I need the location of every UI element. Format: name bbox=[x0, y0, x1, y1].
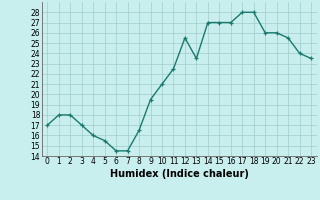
X-axis label: Humidex (Indice chaleur): Humidex (Indice chaleur) bbox=[110, 169, 249, 179]
